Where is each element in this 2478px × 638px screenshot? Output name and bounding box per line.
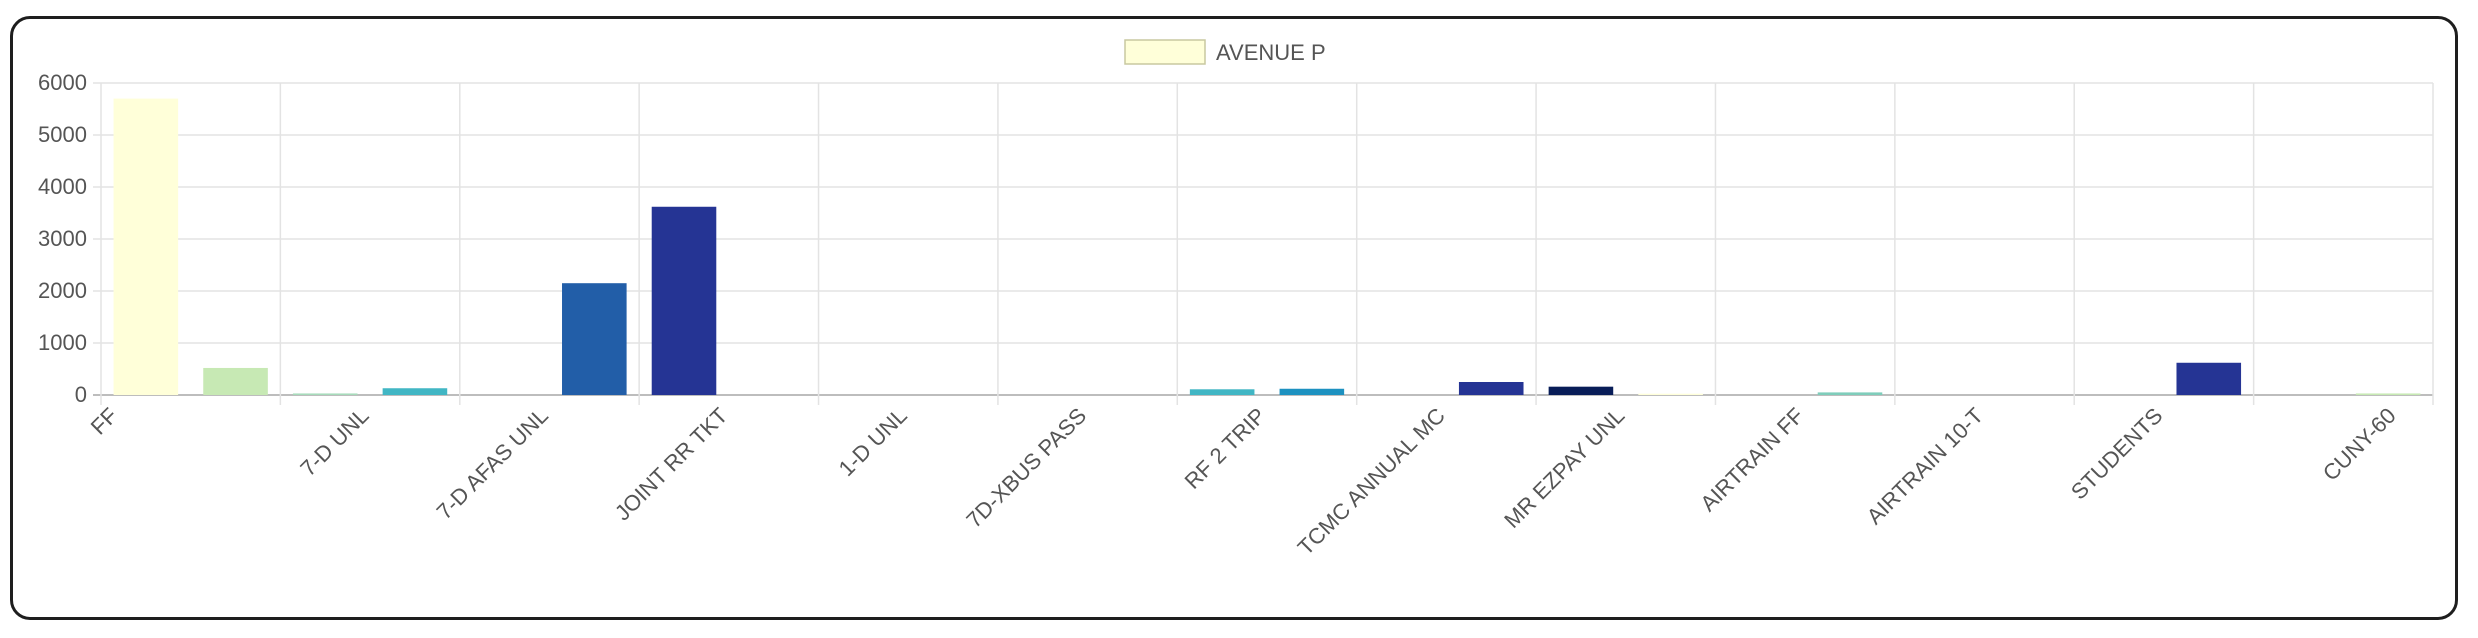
bar[interactable] [1279,388,1345,395]
bar[interactable] [203,367,268,395]
bar[interactable] [1638,393,1703,395]
y-axis: 0 1000 2000 3000 4000 5000 6000 [38,70,87,407]
bar[interactable] [1548,386,1614,395]
legend-swatch[interactable] [1124,39,1206,65]
x-tick-label: CUNY-60 [2318,403,2401,486]
bar[interactable] [562,283,627,395]
x-tick-label: STUDENTS [2066,403,2168,505]
x-tick-label: FF [86,403,123,440]
y-tick-label: 4000 [38,174,87,199]
x-tick-label: 7-D AFAS UNL [432,403,553,524]
bar[interactable] [2355,393,2421,395]
x-axis: FF 7-D UNL 7-D AFAS UNL JOINT RR TKT 1-D UNL… [86,403,2401,560]
bar[interactable] [1458,382,1524,395]
x-tick-label: AIRTRAIN FF [1695,403,1808,516]
x-tick-label: TCMC ANNUAL MC [1293,403,1450,560]
y-tick-label: 6000 [38,70,87,95]
legend[interactable]: AVENUE P [1124,39,1326,65]
legend-label[interactable]: AVENUE P [1216,40,1326,65]
y-tick-label: 2000 [38,278,87,303]
bar-chart: 0 1000 2000 3000 4000 5000 6000 FF 7-D UNL 7-D A… [38,39,2434,560]
x-tick-label: RF 2 TRIP [1180,403,1271,494]
bar[interactable] [292,393,358,395]
y-tick-label: 0 [75,382,87,407]
bar-series [113,98,2421,395]
y-tick-label: 1000 [38,330,87,355]
x-tick-label: JOINT RR TKT [610,403,733,526]
y-tick-label: 3000 [38,226,87,251]
grid-lines [93,82,2434,405]
x-tick-label: 1-D UNL [834,403,912,481]
x-tick-label: 7D-XBUS PASS [961,403,1091,533]
bar[interactable] [651,206,717,395]
bar[interactable] [2176,362,2242,395]
chart-card: 0 1000 2000 3000 4000 5000 6000 FF 7-D UNL 7-D A… [10,16,2458,620]
bar[interactable] [113,98,179,395]
x-tick-label: AIRTRAIN 10-T [1862,403,1988,529]
x-tick-label: 7-D UNL [295,403,373,481]
bar[interactable] [1817,392,1883,395]
bar[interactable] [382,388,448,395]
x-tick-label: MR EZPAY UNL [1499,403,1629,533]
y-tick-label: 5000 [38,122,87,147]
bar[interactable] [1189,389,1255,395]
